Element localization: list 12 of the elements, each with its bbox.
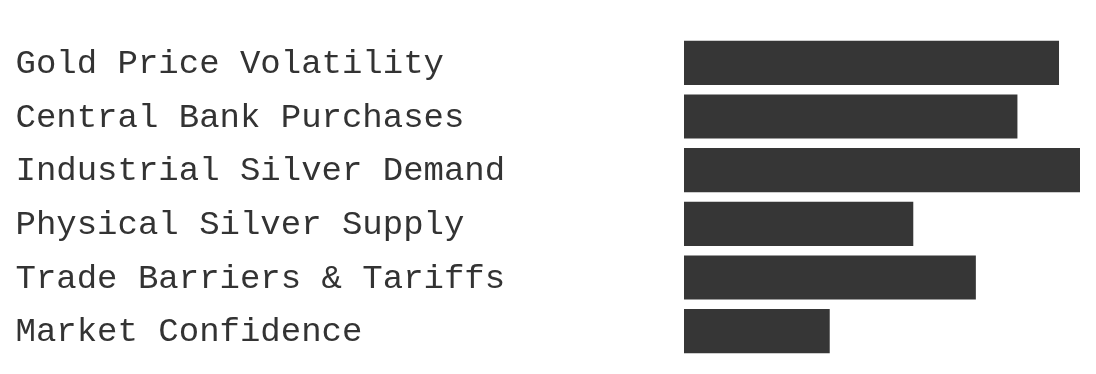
y-tick-label: Physical Silver Supply [15, 205, 465, 244]
y-tick-label: Market Confidence [15, 313, 363, 352]
bar [684, 309, 830, 354]
bar [684, 40, 1060, 85]
bar [684, 255, 976, 300]
bar [684, 94, 1018, 139]
y-tick-label: Gold Price Volatility [15, 44, 444, 83]
y-tick-label: Industrial Silver Demand [15, 152, 506, 191]
y-tick-label: Central Bank Purchases [15, 98, 465, 137]
y-tick-label: Trade Barriers & Tariffs [15, 259, 506, 298]
bar [684, 148, 1080, 193]
bar [684, 201, 914, 246]
